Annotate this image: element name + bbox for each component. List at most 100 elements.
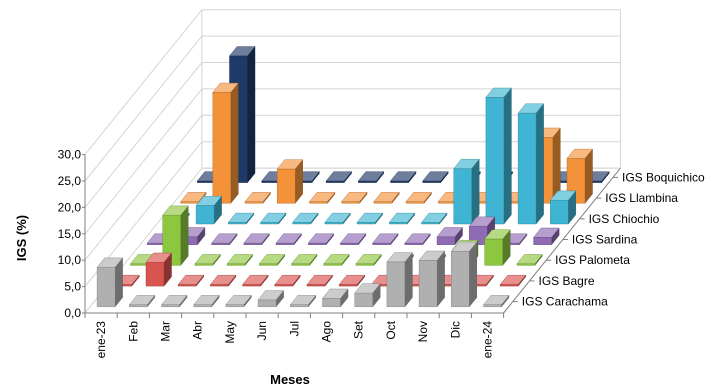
bar-front: [386, 261, 406, 307]
bar-front: [421, 222, 440, 225]
bar: [418, 250, 446, 308]
bar-top: [339, 233, 367, 244]
bar-front: [550, 199, 569, 225]
bar-front: [194, 263, 214, 266]
bar: [357, 171, 385, 184]
bar-top: [308, 192, 336, 202]
bar-front: [306, 284, 326, 287]
bar-top: [307, 233, 335, 244]
bar-top: [274, 275, 301, 285]
bar-top: [404, 233, 431, 244]
bar-front: [260, 222, 279, 225]
bar-top: [229, 46, 256, 57]
bar-side: [230, 82, 239, 204]
bar-top: [485, 87, 512, 98]
series-label: IGS Boquichico: [622, 170, 705, 184]
bar-top: [211, 233, 238, 244]
bar-top: [275, 233, 302, 244]
bar-top: [373, 192, 400, 202]
bar-front: [323, 263, 342, 266]
bar-front: [451, 251, 470, 307]
bar-front: [324, 222, 344, 225]
bar: [195, 195, 223, 225]
bar-front: [161, 304, 180, 307]
bar-top: [484, 229, 511, 240]
y-tick-label: 25,0: [58, 174, 82, 188]
bar-top: [161, 295, 188, 305]
bar: [388, 212, 416, 225]
bar: [483, 294, 510, 308]
bar: [517, 103, 545, 225]
bar-top: [195, 195, 223, 206]
bar-front: [422, 180, 441, 183]
series-axis-line: [503, 167, 621, 314]
bar: [436, 226, 463, 246]
bar: [243, 233, 270, 246]
bar: [450, 241, 478, 308]
bar-top: [418, 250, 446, 261]
bar-front: [453, 168, 472, 225]
bar-top: [260, 212, 287, 223]
bar: [549, 190, 577, 225]
bar: [516, 253, 543, 266]
bar: [276, 159, 304, 204]
x-tick-label: ene-23: [94, 321, 108, 359]
x-tick-label: Jun: [255, 321, 269, 340]
bar-front: [390, 180, 409, 183]
bar-top: [372, 233, 399, 244]
bar: [260, 212, 287, 225]
bar: [274, 274, 301, 287]
bar: [499, 274, 527, 287]
bar: [453, 158, 480, 225]
bar-top: [421, 212, 448, 223]
bar-front: [405, 201, 425, 204]
bar-top: [338, 275, 366, 285]
bar-side: [180, 205, 189, 266]
bar-top: [388, 212, 416, 223]
bar: [211, 233, 238, 246]
bar: [242, 274, 269, 287]
bar-front: [210, 284, 229, 287]
bar-front: [211, 242, 230, 245]
x-tick-label: Abr: [191, 321, 205, 340]
bar-front: [322, 298, 341, 307]
bar: [225, 294, 252, 308]
x-tick-label: Oct: [384, 320, 398, 339]
series-label: IGS Palometa: [555, 253, 630, 267]
bar-top: [96, 257, 124, 268]
bar: [325, 171, 353, 184]
bar-front: [500, 284, 519, 287]
bar-top: [354, 283, 381, 294]
bar-front: [291, 263, 310, 266]
bar: [291, 253, 318, 266]
bar-top: [533, 227, 560, 238]
bar-top: [422, 171, 449, 182]
bar-front: [243, 242, 262, 245]
bar: [355, 253, 382, 266]
bar-front: [484, 238, 503, 266]
bar-top: [244, 192, 271, 202]
y-tick-label: 30,0: [58, 148, 82, 162]
bar-top: [468, 216, 496, 227]
bar-top: [257, 290, 285, 301]
bar-top: [226, 254, 254, 264]
bar-front: [195, 205, 215, 225]
bar-front: [180, 201, 199, 204]
bar: [307, 233, 335, 246]
bar-front: [436, 236, 456, 245]
bar-top: [324, 212, 351, 223]
bar-front: [308, 242, 327, 245]
bar-top: [355, 254, 382, 264]
bar: [308, 191, 336, 204]
bar-top: [212, 82, 239, 93]
bar-front: [290, 304, 309, 307]
bar: [145, 252, 172, 287]
bar: [193, 294, 220, 308]
bar-front: [257, 299, 277, 307]
bar: [405, 191, 432, 204]
bar-top: [341, 192, 368, 202]
bar-top: [325, 171, 353, 182]
x-tick-label: Nov: [416, 321, 430, 342]
bar-front: [339, 284, 358, 287]
